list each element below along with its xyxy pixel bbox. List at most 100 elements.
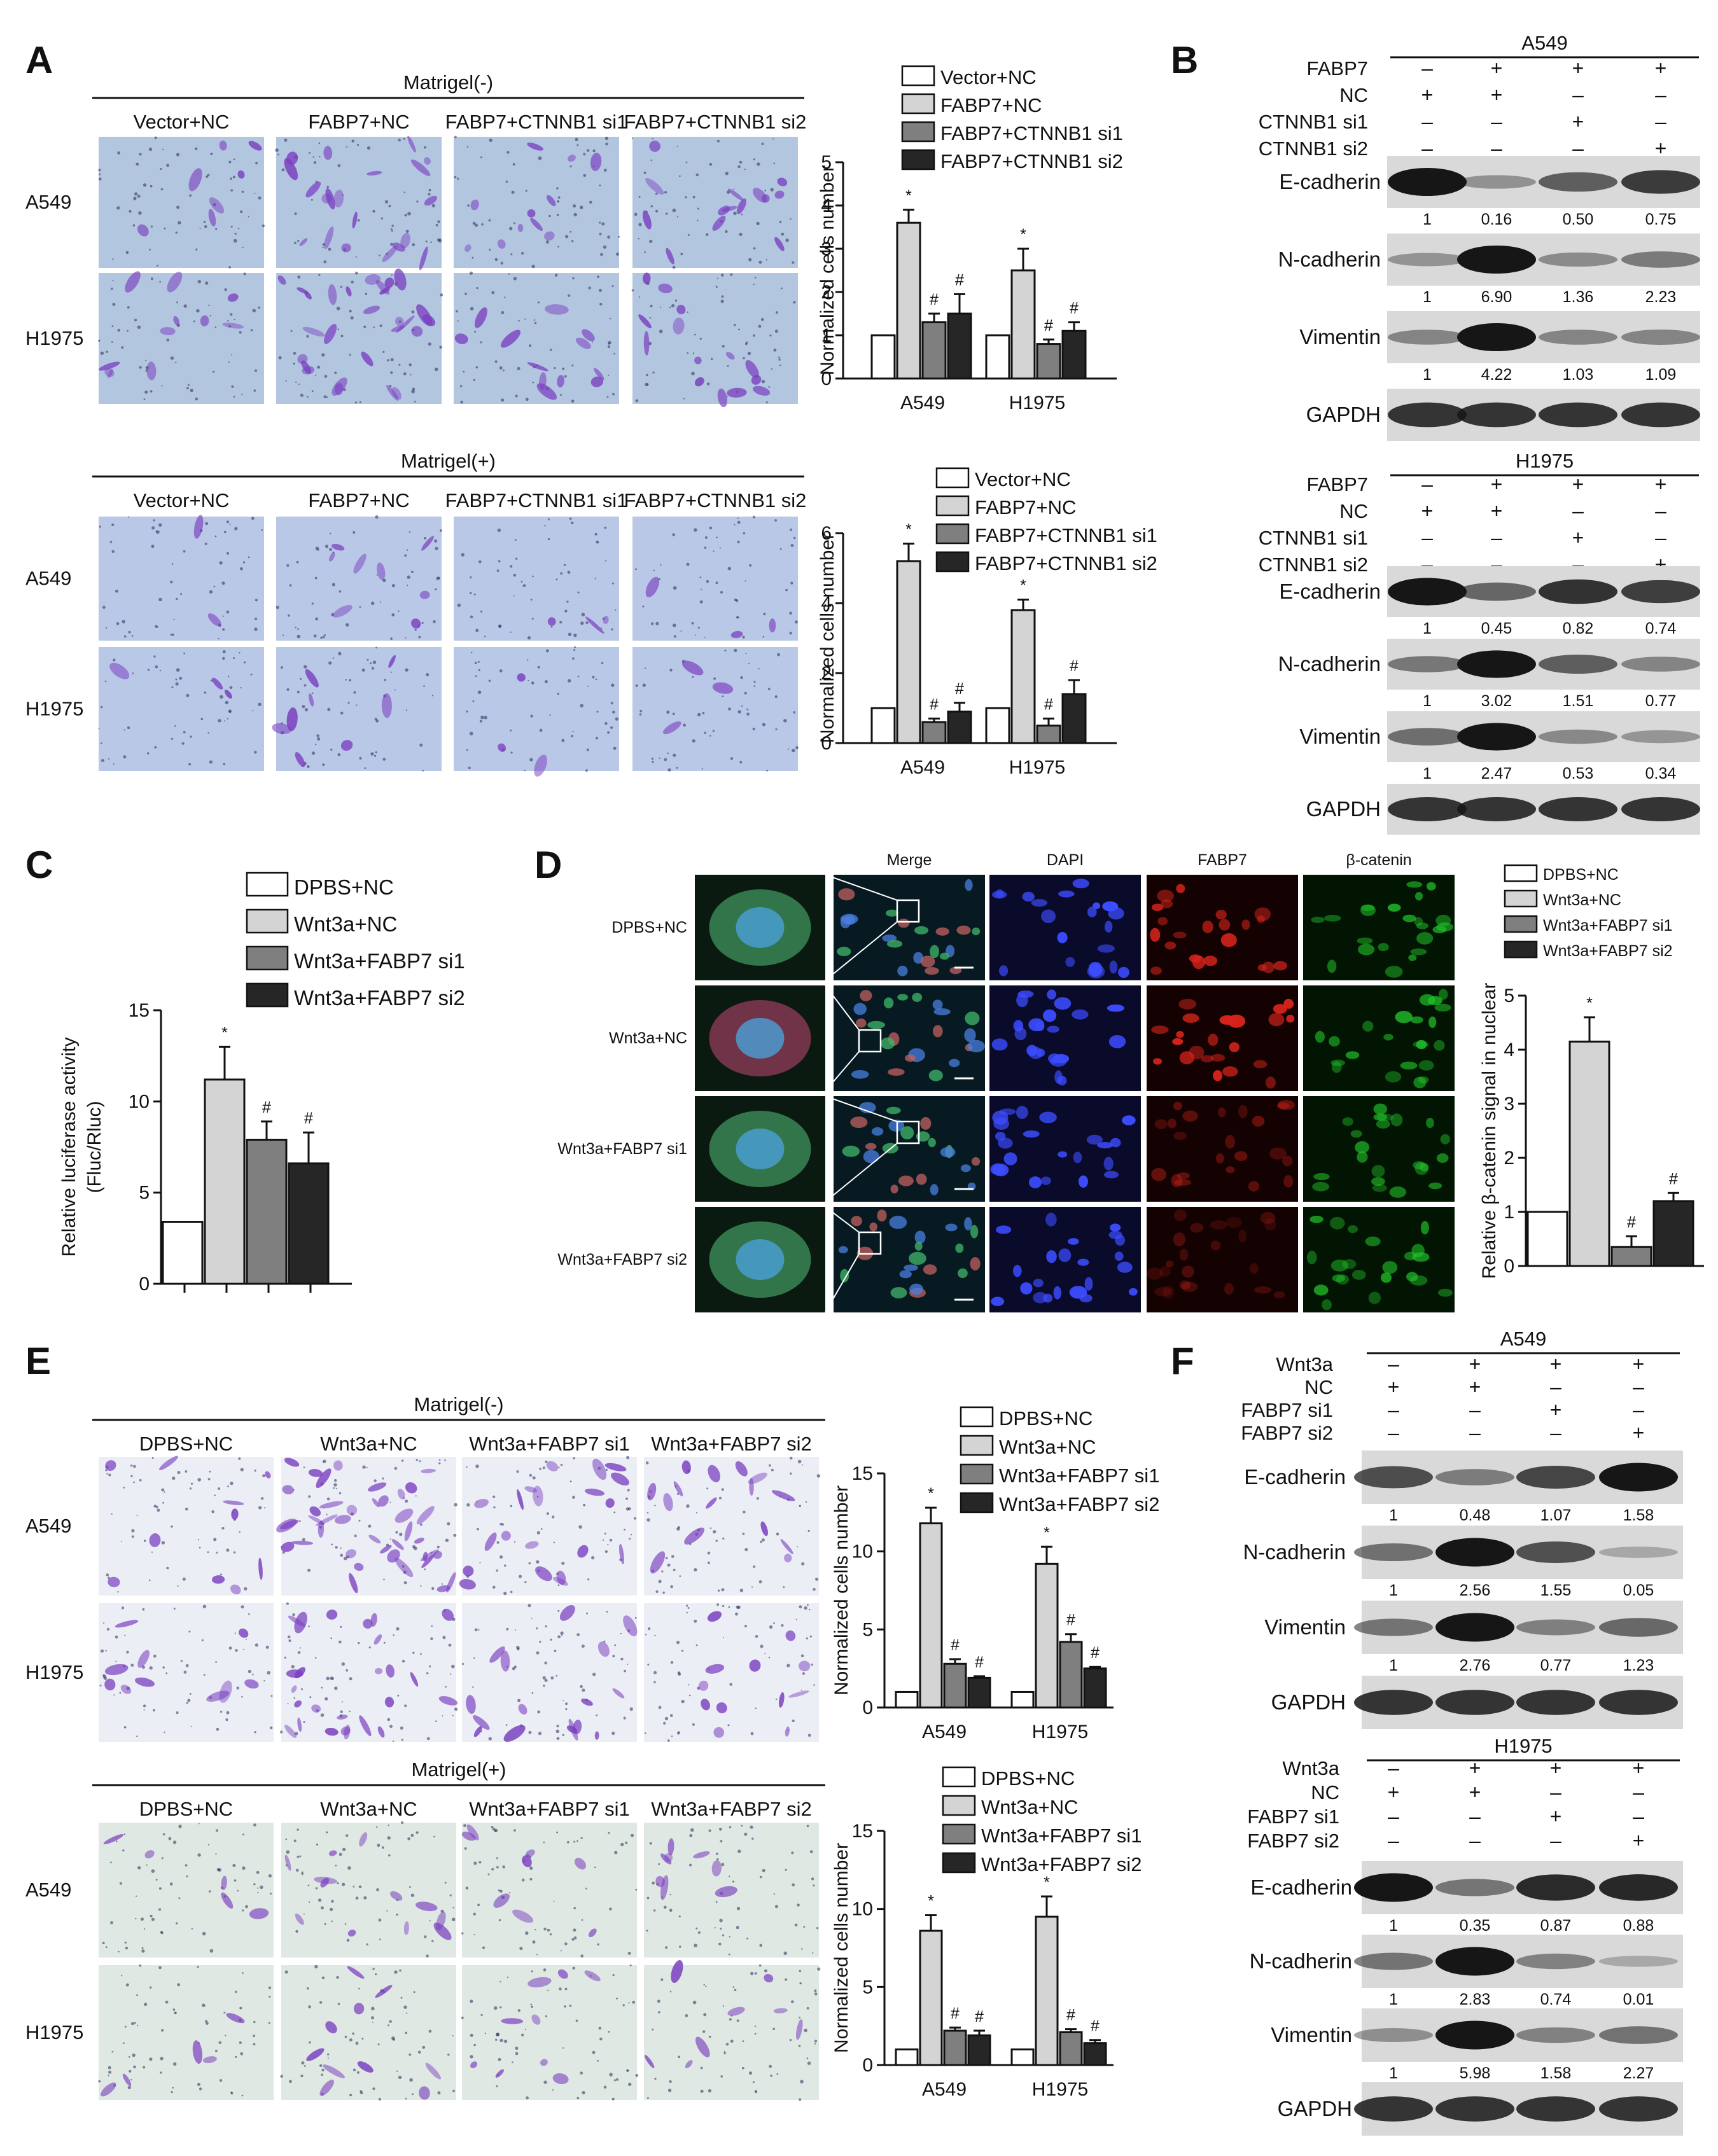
- fluorescent-cell: [1260, 1212, 1276, 1224]
- pore-dot: [677, 1732, 680, 1735]
- pore-dot: [190, 1725, 192, 1727]
- pore-dot: [697, 713, 701, 717]
- pore-dot: [324, 375, 328, 378]
- legend-entry: DPBS+NC: [981, 1767, 1075, 1790]
- pore-dot: [685, 2014, 688, 2017]
- stained-cell: [410, 1672, 419, 1687]
- pore-dot: [406, 2012, 408, 2014]
- pore-dot: [396, 1627, 400, 1631]
- pore-dot: [197, 1853, 201, 1857]
- pore-dot: [339, 1492, 342, 1494]
- fluorescent-cell: [1079, 1294, 1093, 1303]
- fluorescent-cell: [1273, 1291, 1285, 1298]
- pore-dot: [189, 194, 192, 197]
- pore-dot: [186, 1702, 188, 1704]
- stained-cell: [473, 1726, 482, 1737]
- b-a549-protein-label: E-cadherin: [1279, 170, 1381, 193]
- zoom-guide-line: [825, 1206, 860, 1233]
- pore-dot: [629, 1538, 631, 1540]
- pore-dot: [209, 315, 211, 317]
- pore-dot: [313, 634, 317, 637]
- b-h1975-band-quantification: 1: [1423, 765, 1432, 782]
- stained-cell: [368, 1534, 381, 1544]
- pore-dot: [405, 230, 409, 233]
- pore-dot: [479, 1562, 481, 1564]
- e-top-row-label: H1975: [25, 1661, 83, 1683]
- pore-dot: [179, 676, 183, 680]
- b-a549-treatment-mark: –: [1491, 110, 1502, 133]
- pore-dot: [331, 1900, 334, 1903]
- pore-dot: [716, 536, 718, 539]
- pore-dot: [407, 1837, 410, 1840]
- pore-dot: [228, 676, 230, 678]
- pore-dot: [642, 605, 645, 608]
- pore-dot: [533, 319, 536, 321]
- pore-dot: [128, 516, 130, 518]
- pore-dot: [347, 1866, 351, 1870]
- pore-dot: [436, 238, 440, 242]
- pore-dot: [205, 2020, 208, 2023]
- pore-dot: [603, 2085, 607, 2089]
- pore-dot: [741, 1825, 743, 1827]
- pore-dot: [496, 1857, 498, 1860]
- b-a549-band-quantification: 6.90: [1481, 288, 1512, 306]
- fluorescent-cell: [925, 967, 939, 975]
- fluorescent-cell: [850, 1116, 868, 1129]
- pore-dot: [635, 1888, 638, 1891]
- fluorescent-cell: [1329, 1216, 1345, 1230]
- protein-band: [1435, 1469, 1514, 1485]
- legend-swatch: [935, 551, 970, 573]
- pore-dot: [768, 1657, 771, 1659]
- pore-dot: [646, 1512, 649, 1514]
- pore-dot: [789, 632, 792, 635]
- pore-dot: [547, 1928, 550, 1932]
- legend-entry: Wnt3a+FABP7 si1: [999, 1464, 1159, 1487]
- stained-cell: [333, 190, 344, 208]
- pore-dot: [760, 318, 764, 321]
- pore-dot: [346, 146, 348, 148]
- pore-dot: [100, 1649, 104, 1653]
- pore-dot: [706, 1487, 709, 1490]
- pore-dot: [496, 1866, 499, 1868]
- pore-dot: [183, 731, 186, 734]
- pore-dot: [814, 1993, 818, 1996]
- pore-dot: [592, 1673, 596, 1676]
- f-a549-treatment-mark: –: [1469, 1421, 1481, 1444]
- f-a549-treatment-mark: –: [1550, 1421, 1561, 1444]
- pore-dot: [242, 1972, 244, 1974]
- pore-dot: [286, 688, 290, 691]
- pore-dot: [124, 1634, 126, 1636]
- pore-dot: [594, 532, 597, 536]
- pore-dot: [254, 1731, 256, 1734]
- pore-dot: [306, 1987, 309, 1990]
- e-top-column-label: Wnt3a+FABP7 si2: [651, 1433, 811, 1455]
- pore-dot: [121, 346, 124, 349]
- pore-dot: [387, 1718, 391, 1721]
- protein-band: [1388, 330, 1467, 345]
- pore-dot: [447, 1522, 450, 1526]
- fluorescent-cell: [1358, 943, 1375, 956]
- pore-dot: [671, 1735, 673, 1737]
- pore-dot: [411, 571, 414, 573]
- stained-cell: [239, 1628, 249, 1638]
- pore-dot: [137, 325, 141, 329]
- pore-dot: [126, 1650, 129, 1654]
- fluorescent-cell: [1182, 1110, 1198, 1122]
- pore-dot: [808, 1608, 811, 1611]
- fluorescence-row-label: DPBS+NC: [611, 919, 687, 936]
- y-tick-label: 2: [1504, 1148, 1514, 1169]
- stained-cell: [325, 188, 335, 210]
- pore-dot: [197, 1539, 200, 1541]
- pore-dot: [371, 2006, 375, 2011]
- fluorescent-cell: [960, 1164, 971, 1172]
- pore-dot: [134, 192, 138, 196]
- pore-dot: [650, 159, 653, 162]
- pore-dot: [669, 1909, 673, 1912]
- stained-cell: [323, 146, 333, 160]
- pore-dot: [133, 2065, 136, 2069]
- stained-cell: [347, 1930, 356, 1937]
- f-h1975-treatment-mark: +: [1633, 1829, 1645, 1852]
- pore-dot: [150, 1914, 153, 1917]
- pore-dot: [377, 1844, 381, 1847]
- fluorescent-cell: [965, 879, 973, 891]
